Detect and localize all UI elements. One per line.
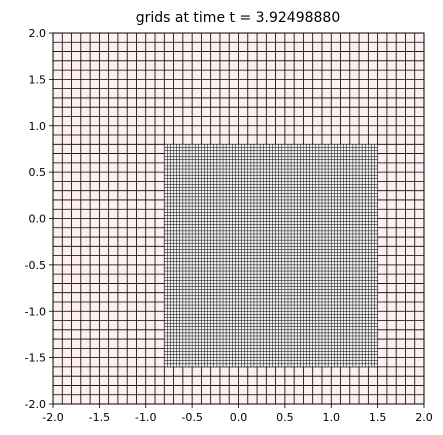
y-tick-label: 0.0 xyxy=(29,213,47,226)
y-tick-label: 1.5 xyxy=(29,73,47,86)
plot-area xyxy=(52,32,425,405)
y-tick-label: -2.0 xyxy=(25,398,46,411)
y-tick-label: 0.5 xyxy=(29,166,47,179)
x-axis-ticks: -2.0 -1.5 -1.0 -0.5 0.0 0.5 1.0 1.5 2.0 xyxy=(42,404,433,424)
grid-level-1 xyxy=(164,144,378,368)
chart-title: grids at time t = 3.92498880 xyxy=(136,10,341,26)
y-tick-label: -0.5 xyxy=(25,259,46,272)
x-tick-label: 1.0 xyxy=(323,411,341,424)
x-tick-label: 1.5 xyxy=(369,411,387,424)
y-tick-label: -1.0 xyxy=(25,305,46,318)
grid-level-1-horizontal-lines xyxy=(164,144,378,368)
x-tick-label: -1.5 xyxy=(89,411,110,424)
y-tick-label: -1.5 xyxy=(25,352,46,365)
x-tick-label: -2.0 xyxy=(42,411,63,424)
x-tick-label: -0.5 xyxy=(181,411,202,424)
x-tick-label: 2.0 xyxy=(415,411,433,424)
y-tick-label: 1.0 xyxy=(29,120,47,133)
x-tick-label: 0.5 xyxy=(276,411,294,424)
x-tick-label: -1.0 xyxy=(135,411,156,424)
y-tick-label: 2.0 xyxy=(29,27,47,40)
x-tick-label: 0.0 xyxy=(230,411,248,424)
y-axis-ticks: 2.0 1.5 1.0 0.5 0.0 -0.5 -1.0 -1.5 -2.0 xyxy=(25,27,53,411)
